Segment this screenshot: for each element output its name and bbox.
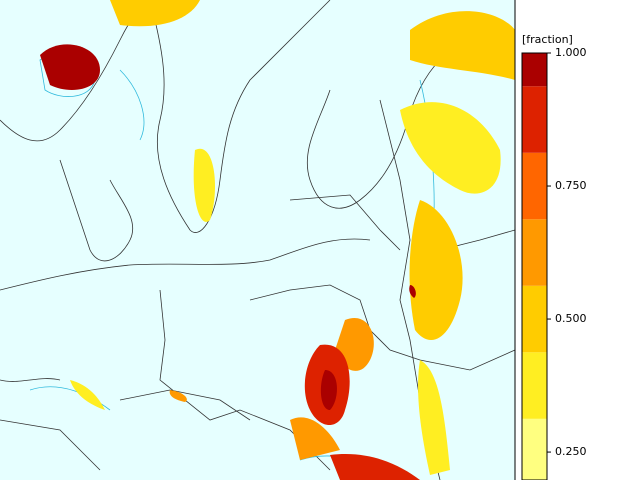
colorbar-band	[522, 53, 547, 87]
colorbar-tick-label: 0.250	[555, 445, 587, 458]
fraction-field	[40, 0, 515, 480]
colorbar-band	[522, 86, 547, 153]
colorbar-band	[522, 219, 547, 286]
colorbar-band	[522, 418, 547, 480]
colorbar-label: [fraction]	[522, 33, 573, 46]
colorbar: 1.000 0.750 0.500 0.250	[521, 46, 587, 480]
colorbar-tick-label: 1.000	[555, 46, 587, 59]
colorbar-band	[522, 285, 547, 353]
coastline	[0, 0, 441, 382]
colorbar-band	[522, 352, 547, 419]
colorbar-tick-label: 0.750	[555, 179, 587, 192]
colorbar-tick-label: 0.500	[555, 312, 587, 325]
map	[0, 0, 516, 480]
colorbar-frame	[521, 52, 548, 480]
colorbar-band	[522, 152, 547, 220]
